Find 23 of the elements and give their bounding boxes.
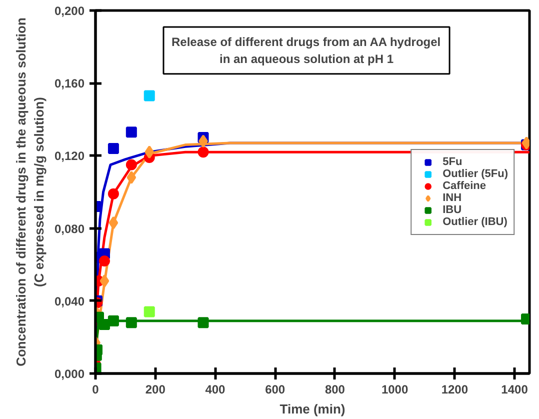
y-tick-label: 0,160 xyxy=(54,76,85,91)
x-axis-title: Time (min) xyxy=(280,402,346,416)
x-tick-label: 0 xyxy=(92,382,100,396)
x-tick-label: 200 xyxy=(145,382,166,396)
y-tick-label: 0,200 xyxy=(54,4,85,18)
y-tick-label: 0,040 xyxy=(54,294,85,308)
legend-label: INH xyxy=(442,192,463,204)
x-tick-label: 800 xyxy=(324,382,346,396)
legend-label: Outlier (IBU) xyxy=(442,216,508,228)
text: Release of different drugs from an AA hydrogel in an aqueous solution at pH 1 xyxy=(171,35,441,66)
x-tick-label: 600 xyxy=(265,382,286,396)
y-tick-label: 0,080 xyxy=(54,222,85,236)
legend-label: IBU xyxy=(442,204,463,216)
legend-label: Caffeine xyxy=(442,180,486,192)
x-tick-label: 400 xyxy=(205,382,226,396)
y-tick-label: 0,120 xyxy=(54,149,85,164)
y-axis-title: Concentration of different drugs in the aqueous solution (C expressed in mg/g solution) xyxy=(13,18,46,366)
x-tick-label: 1000 xyxy=(381,382,408,396)
x-tick-label: 1400 xyxy=(501,382,528,396)
legend-label: Outlier (5Fu) xyxy=(442,168,508,180)
x-tick-label: 1200 xyxy=(441,382,468,396)
y-tick-label: 0,000 xyxy=(54,367,85,381)
legend-label: 5Fu xyxy=(442,156,463,168)
